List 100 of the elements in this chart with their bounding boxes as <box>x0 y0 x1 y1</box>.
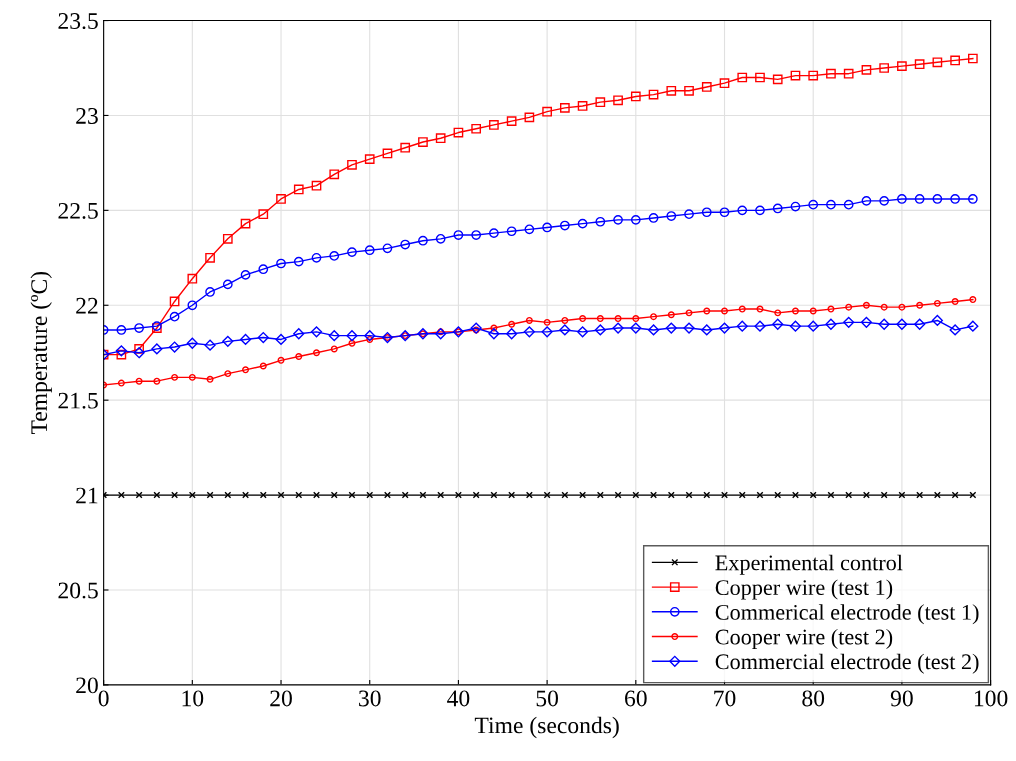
x-tick-label: 80 <box>802 690 825 707</box>
point <box>524 224 535 235</box>
point <box>134 323 144 333</box>
point <box>135 377 143 385</box>
point <box>772 203 783 214</box>
point <box>151 343 163 355</box>
point <box>933 491 941 499</box>
point <box>242 366 250 374</box>
point <box>366 491 374 499</box>
point <box>897 194 907 204</box>
point <box>613 95 623 106</box>
point <box>418 137 428 147</box>
point <box>153 377 161 385</box>
point <box>951 491 959 499</box>
point <box>489 120 499 130</box>
point <box>862 301 870 309</box>
point <box>116 325 127 335</box>
x-tick-label: 0 <box>98 690 109 707</box>
point <box>258 209 269 220</box>
point <box>613 214 623 225</box>
point <box>630 214 641 225</box>
point <box>576 326 589 338</box>
point <box>809 307 817 315</box>
point <box>400 142 411 153</box>
point <box>738 491 746 499</box>
point <box>347 247 357 257</box>
point <box>275 333 287 346</box>
x-tick-label: 70 <box>714 690 736 707</box>
point <box>701 207 712 218</box>
point <box>541 326 553 338</box>
point <box>579 315 587 323</box>
point <box>684 85 694 96</box>
point <box>949 324 961 336</box>
point <box>453 230 464 240</box>
point <box>861 196 872 206</box>
point <box>596 491 604 499</box>
point <box>665 322 677 334</box>
point <box>471 123 482 134</box>
point <box>224 370 232 378</box>
point <box>329 251 340 261</box>
y-tick-label: 20.5 <box>58 582 98 599</box>
point <box>204 339 216 351</box>
point <box>257 331 269 344</box>
point <box>967 194 978 204</box>
point <box>666 85 677 96</box>
point <box>310 326 323 338</box>
point <box>951 298 959 305</box>
point <box>879 196 890 206</box>
point <box>595 97 606 108</box>
point <box>330 345 338 353</box>
point <box>701 82 712 92</box>
point <box>205 287 215 297</box>
point <box>648 213 659 223</box>
point <box>807 320 819 332</box>
point <box>647 324 660 336</box>
point <box>648 89 659 100</box>
point <box>382 148 393 159</box>
point <box>490 491 498 499</box>
point <box>738 305 746 313</box>
point <box>650 313 658 321</box>
point <box>880 491 888 499</box>
point <box>808 199 819 210</box>
point <box>186 337 198 349</box>
point <box>826 68 836 79</box>
point <box>489 228 499 239</box>
point <box>240 218 251 229</box>
point <box>932 194 943 204</box>
point <box>187 300 198 311</box>
point <box>756 491 764 499</box>
point <box>295 491 303 499</box>
point <box>471 230 482 240</box>
y-tick-label: 20 <box>76 677 98 694</box>
point <box>650 491 658 499</box>
point <box>293 184 304 195</box>
point <box>276 194 286 204</box>
point <box>667 311 675 319</box>
point <box>967 53 978 64</box>
point <box>809 491 817 499</box>
point <box>774 309 782 317</box>
point <box>488 328 500 340</box>
legend-label: Cooper wire (test 2) <box>715 628 893 650</box>
point <box>755 72 765 83</box>
point <box>258 264 269 275</box>
point <box>133 347 145 359</box>
point <box>632 315 640 323</box>
point <box>721 491 728 499</box>
point <box>632 491 640 499</box>
point <box>222 279 233 290</box>
point <box>559 103 570 113</box>
point <box>259 362 267 370</box>
point <box>508 491 516 499</box>
point <box>348 491 356 499</box>
point <box>772 318 784 330</box>
point <box>808 70 819 81</box>
point <box>240 270 251 280</box>
x-axis-title: Time (seconds) <box>474 716 619 739</box>
point <box>117 379 125 387</box>
point <box>683 322 695 334</box>
point <box>701 324 713 336</box>
point <box>897 61 907 71</box>
